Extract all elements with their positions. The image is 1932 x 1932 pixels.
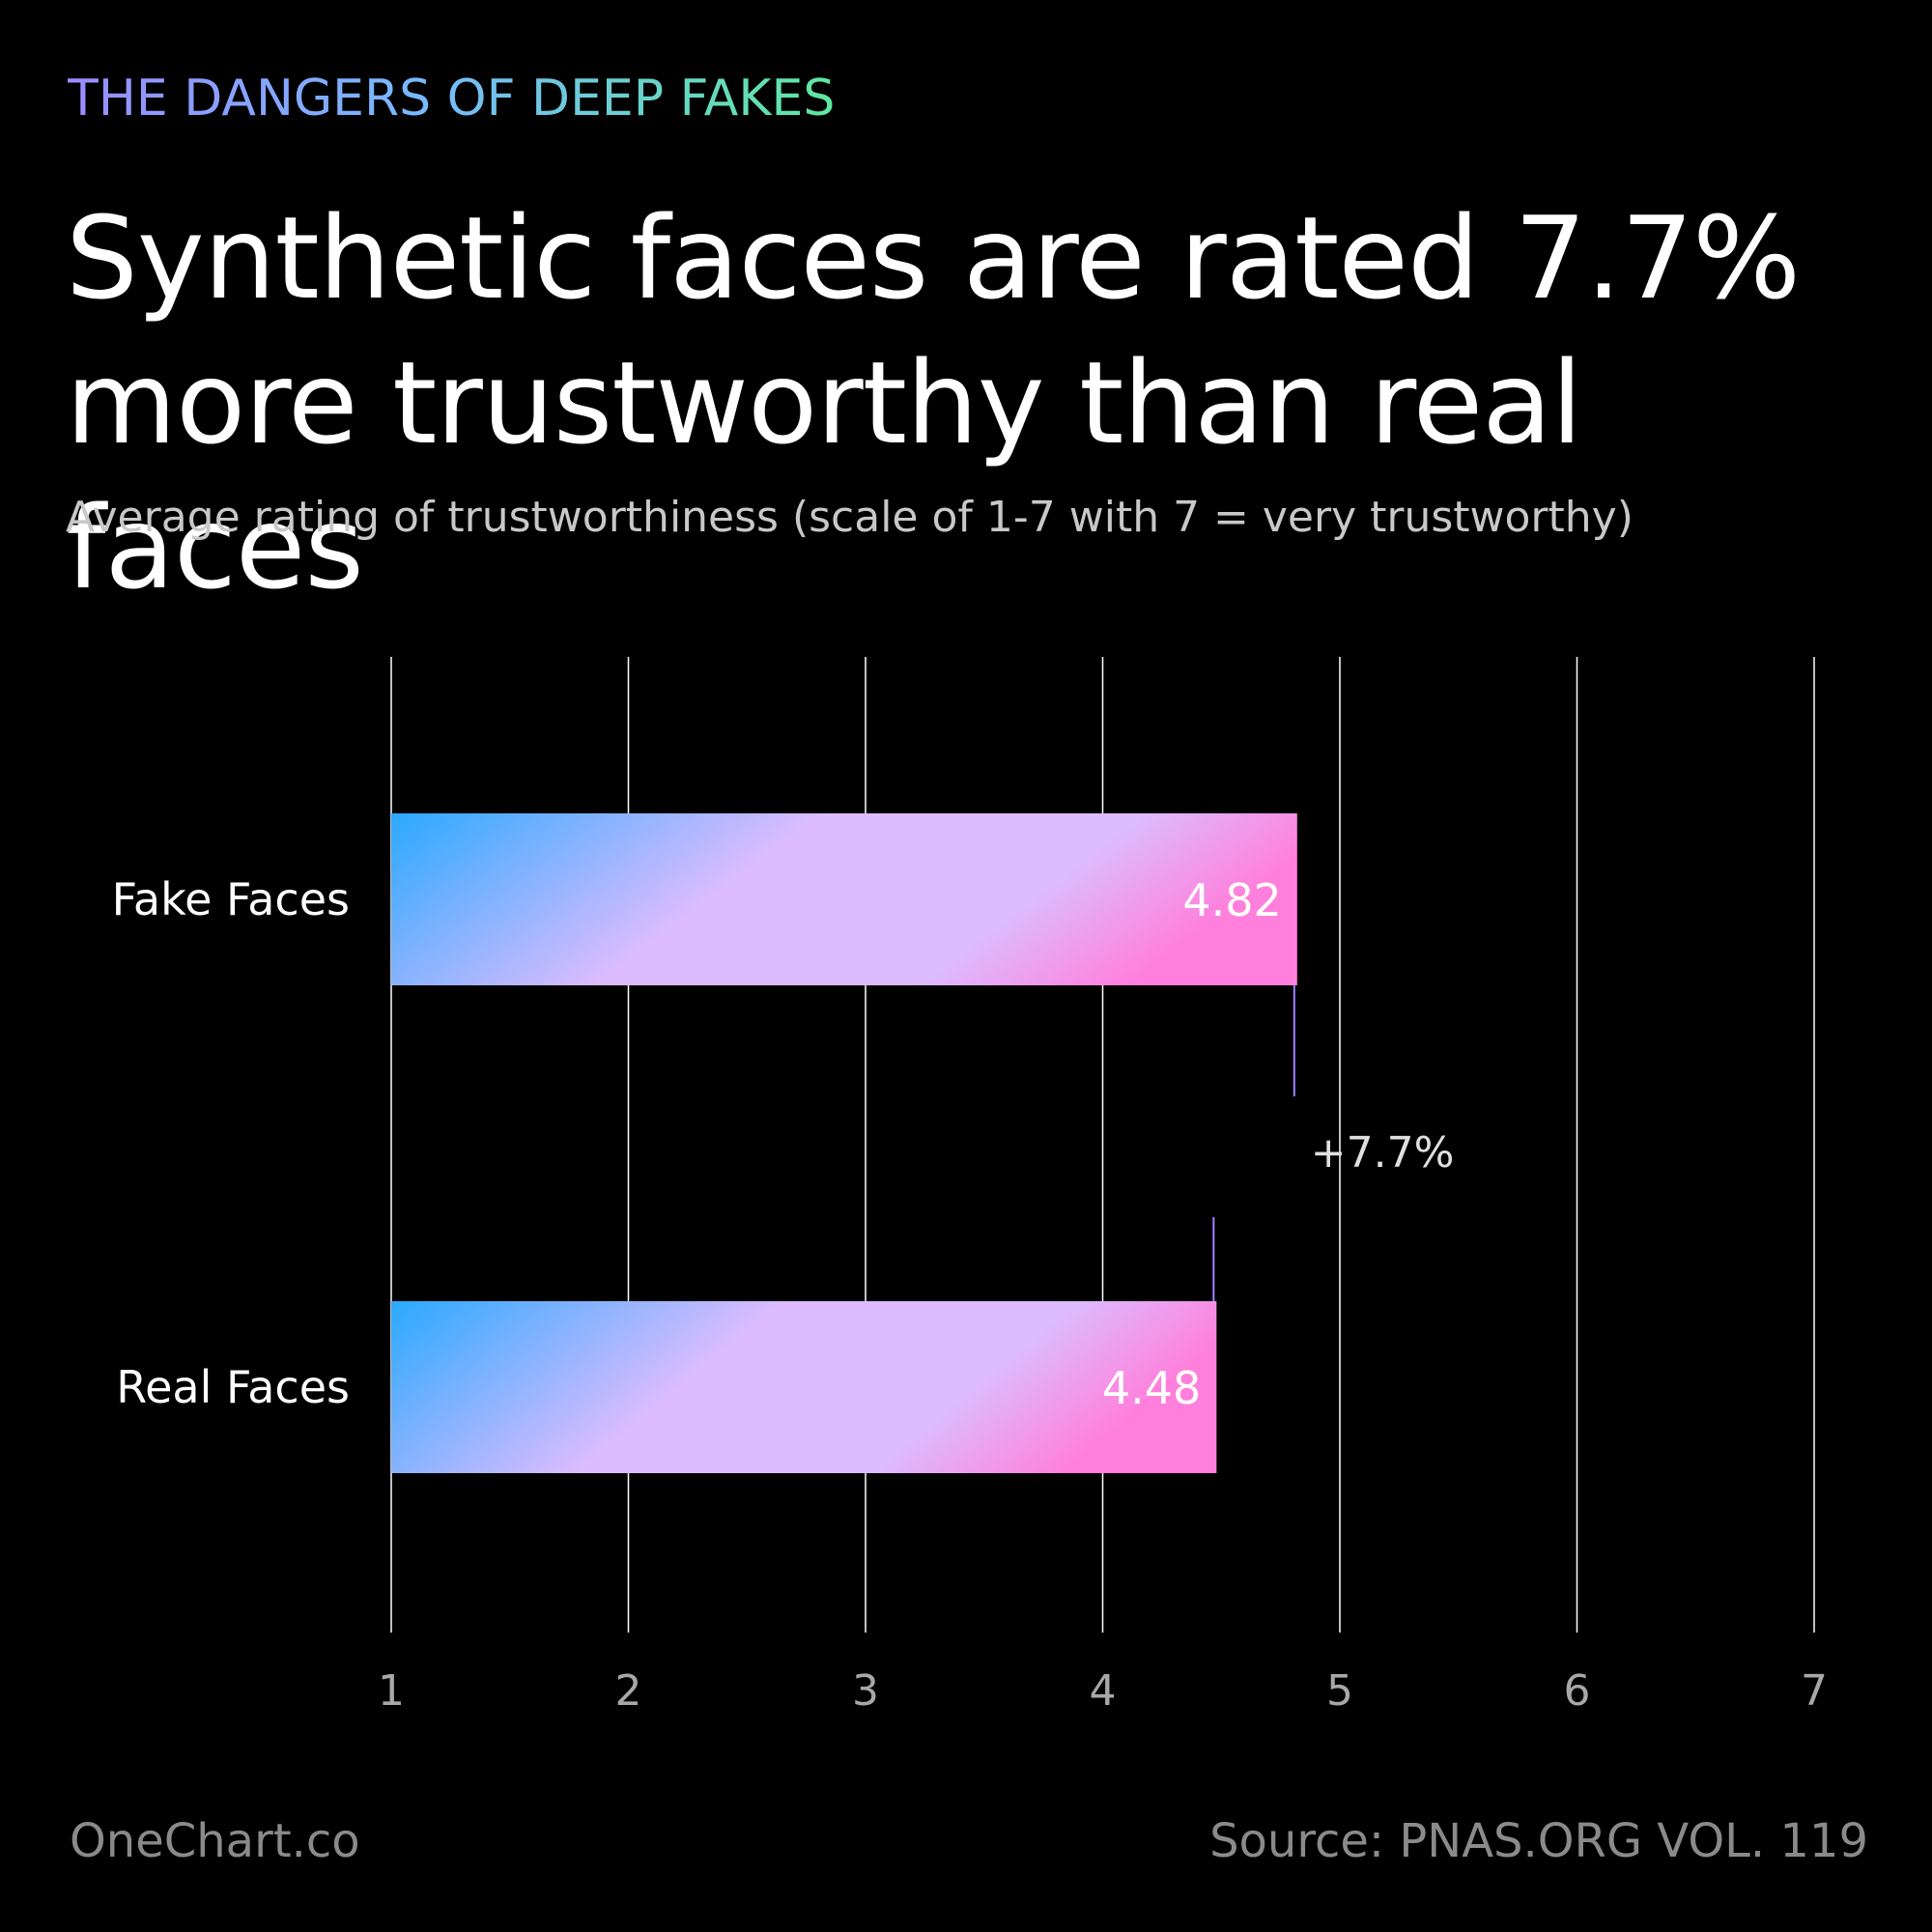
category-label: Fake Faces [112,873,350,925]
annotation-label: +7.7% [1311,1128,1455,1178]
chart-eyebrow: THE DANGERS OF DEEP FAKES [68,70,836,128]
labels: 1 2 3 4 5 6 7 Fake Faces 4.82 Real Faces 4.48 +7.7% [112,873,1828,1716]
bar-fake-faces [391,813,1297,985]
brand-label: OneChart.co [70,1814,360,1868]
x-tick-label-6: 6 [1564,1666,1591,1716]
x-tick-label-3: 3 [852,1666,879,1716]
bars [391,813,1297,1473]
x-tick-label-4: 4 [1090,1666,1117,1716]
x-tick-label-2: 2 [615,1666,642,1716]
gridlines [390,657,1815,1633]
x-tick-label-7: 7 [1801,1666,1828,1716]
data-label: 4.82 [1182,874,1281,926]
bar-real-faces [391,1301,1217,1473]
category-label: Real Faces [116,1361,350,1413]
chart-title: Synthetic faces are rated 7.7% more trus… [66,191,1801,614]
source-label: Source: PNAS.ORG VOL. 119 [1209,1814,1868,1868]
x-tick-label-1: 1 [378,1666,405,1716]
data-label: 4.48 [1102,1362,1201,1414]
chart-subtitle: Average rating of trustworthiness (scale… [66,493,1634,542]
x-tick-label-5: 5 [1326,1666,1353,1716]
